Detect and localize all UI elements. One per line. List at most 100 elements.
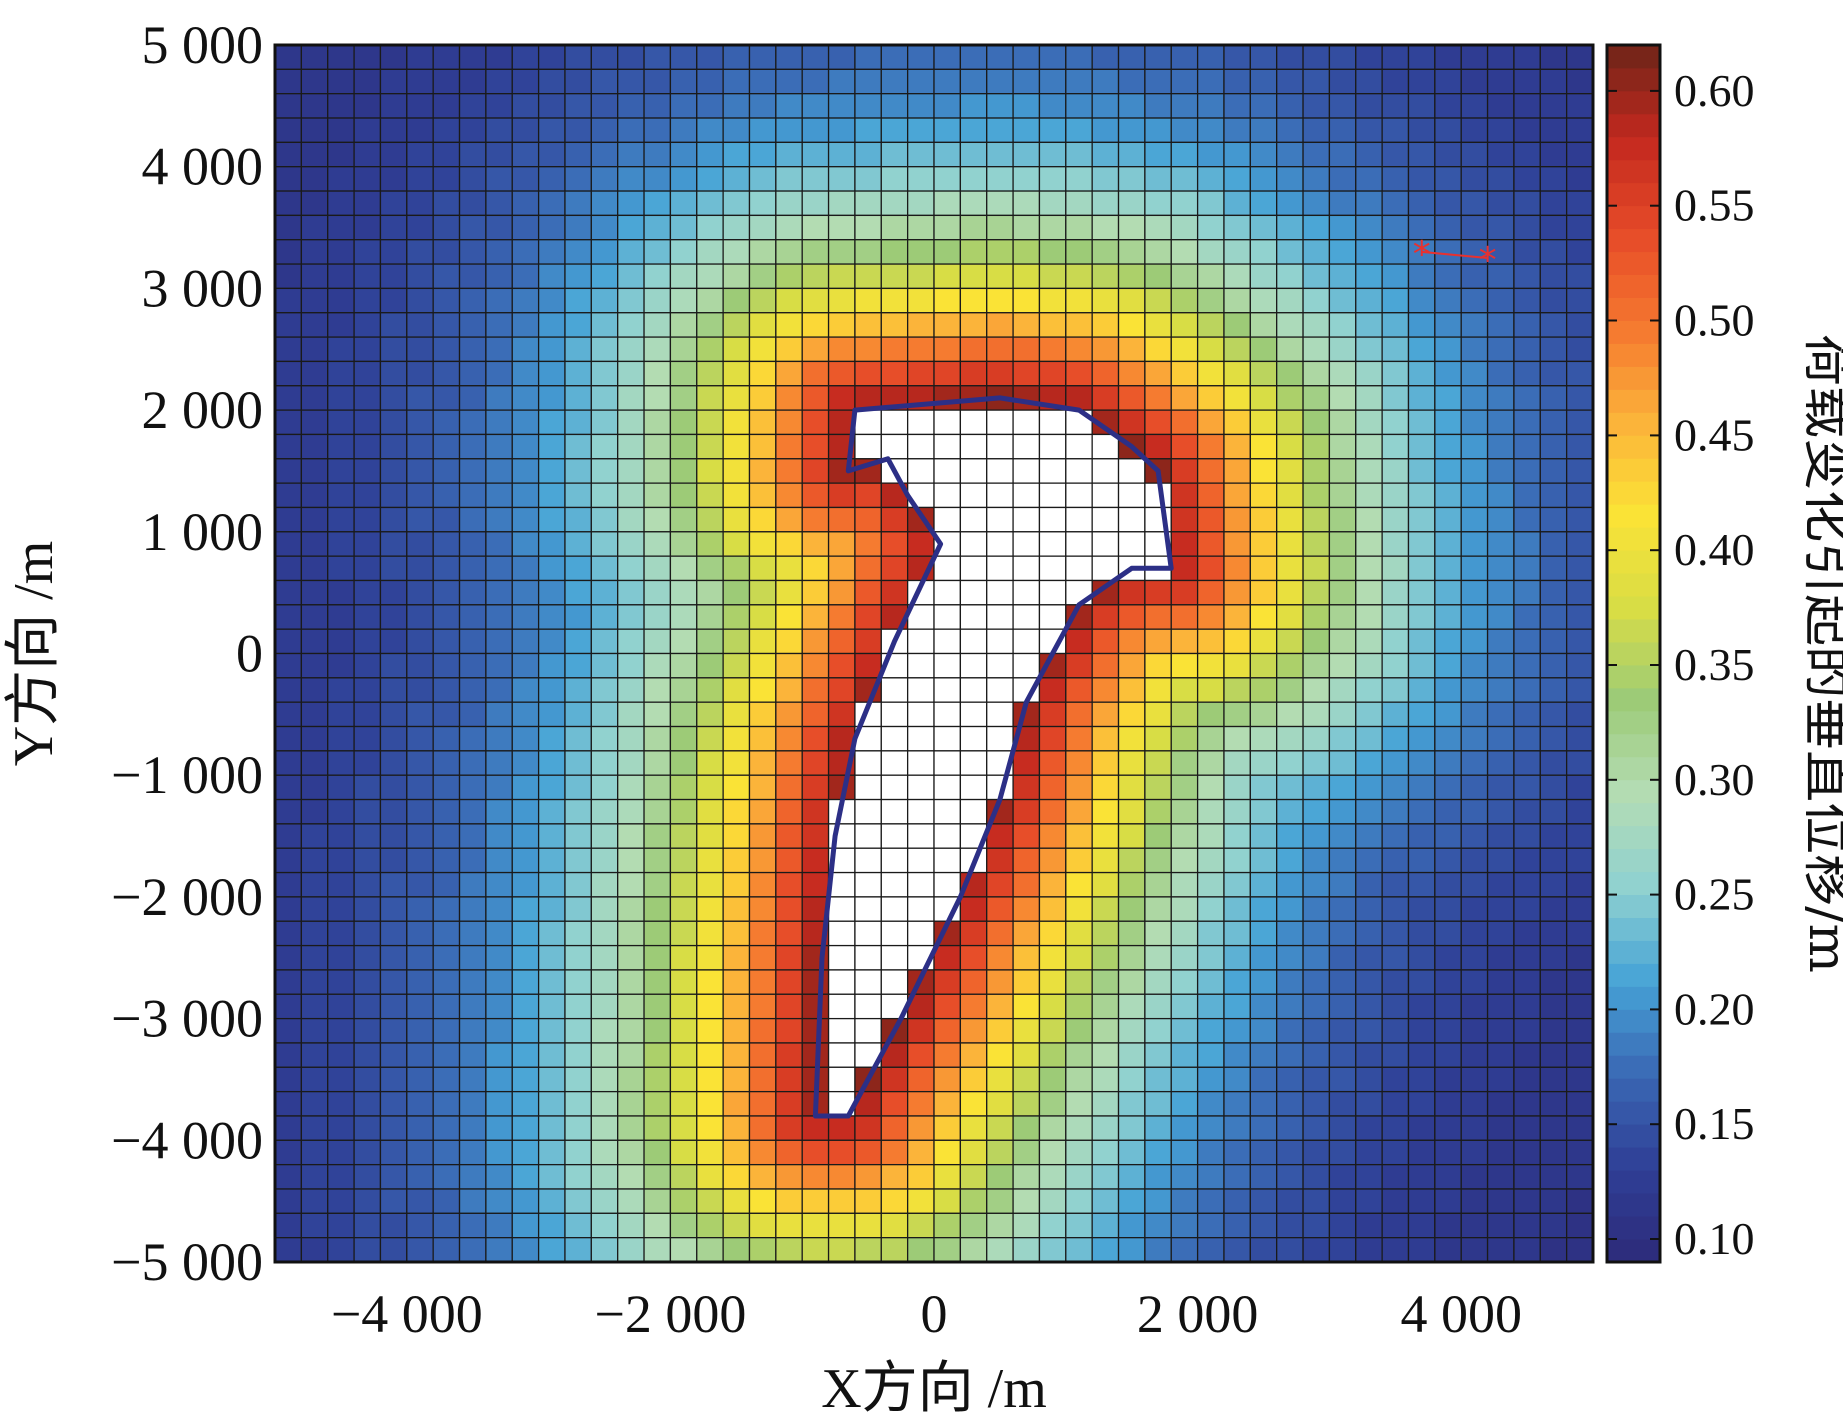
heatmap-cell (669, 1042, 698, 1068)
heatmap-cell (1539, 579, 1568, 606)
heatmap-cell (1065, 701, 1093, 728)
heatmap-cell (1407, 969, 1436, 995)
heatmap-cell (1091, 677, 1120, 703)
heatmap-cell (1328, 1237, 1357, 1263)
heatmap-cell (1513, 506, 1541, 533)
heatmap-cell (274, 944, 303, 971)
heatmap-cell (1144, 1042, 1172, 1068)
heatmap-cell (1486, 701, 1515, 728)
heatmap-cell (617, 604, 645, 630)
heatmap-cell (986, 93, 1014, 119)
heatmap-cell (1407, 1139, 1436, 1166)
heatmap-cell (880, 725, 909, 752)
heatmap-cell (801, 239, 830, 265)
heatmap-cell (1328, 1139, 1357, 1166)
heatmap-cell (379, 1042, 408, 1068)
heatmap-cell (669, 1017, 698, 1044)
heatmap-cell (379, 409, 408, 436)
colorbar-tick-label: 0.15 (1674, 1098, 1755, 1149)
heatmap-cell (1565, 993, 1594, 1020)
heatmap-cell (353, 993, 382, 1020)
heatmap-cell (353, 725, 382, 752)
heatmap-cell (537, 1017, 566, 1044)
heatmap-cell (959, 409, 988, 436)
heatmap-cell (1434, 896, 1462, 922)
heatmap-cell (353, 1188, 382, 1215)
heatmap-cell (564, 798, 593, 825)
heatmap-cell (775, 482, 803, 509)
heatmap-cell (1302, 239, 1331, 265)
heatmap-cell (1249, 409, 1278, 436)
heatmap-cell (274, 312, 303, 338)
heatmap-cell (300, 44, 329, 71)
heatmap-cell (1539, 44, 1568, 71)
heatmap-cell (1117, 725, 1146, 752)
heatmap-cell (1038, 1066, 1067, 1093)
heatmap-cell (300, 312, 329, 338)
heatmap-cell (511, 433, 540, 460)
heatmap-cell (748, 677, 777, 703)
heatmap-cell (880, 531, 909, 557)
heatmap-cell (274, 969, 303, 995)
heatmap-cell (485, 117, 513, 144)
heatmap-cell (1012, 871, 1041, 898)
heatmap-cell (1276, 774, 1304, 801)
heatmap-cell (1091, 312, 1120, 338)
heatmap-cell (1038, 68, 1067, 95)
heatmap-cell (722, 555, 751, 582)
heatmap-cell (1091, 239, 1120, 265)
heatmap-cell (617, 433, 645, 460)
heatmap-cell (300, 360, 329, 387)
heatmap-cell (959, 555, 988, 582)
heatmap-cell (643, 239, 672, 265)
heatmap-cell (1091, 141, 1120, 168)
heatmap-cell (1065, 287, 1093, 314)
colorbar-level (1607, 871, 1660, 895)
colorbar-level (1607, 596, 1660, 620)
heatmap-cell (327, 871, 355, 898)
heatmap-cell (485, 701, 513, 728)
heatmap-cell (775, 1188, 803, 1215)
heatmap-cell (1223, 677, 1252, 703)
heatmap-cell (696, 1139, 724, 1166)
heatmap-cell (1276, 141, 1304, 168)
heatmap-cell (458, 44, 487, 71)
heatmap-cell (1065, 360, 1093, 387)
heatmap-cell (300, 604, 329, 630)
heatmap-cell (432, 287, 461, 314)
heatmap-cell (353, 239, 382, 265)
heatmap-cell (880, 701, 909, 728)
heatmap-cell (1328, 993, 1357, 1020)
heatmap-cell (1328, 312, 1357, 338)
heatmap-cell (1276, 166, 1304, 192)
colorbar-level (1607, 986, 1660, 1010)
heatmap-cell (1460, 1139, 1489, 1166)
colorbar-level (1607, 664, 1660, 689)
heatmap-cell (1144, 141, 1172, 168)
heatmap-cell (1328, 969, 1357, 995)
heatmap-cell (1460, 117, 1489, 144)
colorbar-tick-label: 0.35 (1674, 639, 1755, 690)
colorbar-tick-label: 0.60 (1674, 65, 1755, 116)
heatmap-cell (906, 774, 935, 801)
heatmap-cell (537, 628, 566, 655)
heatmap-cell (1144, 263, 1172, 290)
heatmap-cell (1091, 871, 1120, 898)
heatmap-cell (1381, 1212, 1410, 1239)
heatmap-cell (1117, 1115, 1146, 1141)
heatmap-cell (827, 628, 856, 655)
heatmap-cell (1407, 944, 1436, 971)
heatmap-cell (511, 993, 540, 1020)
heatmap-cell (906, 68, 935, 95)
heatmap-cell (1328, 1163, 1357, 1190)
heatmap-cell (511, 555, 540, 582)
heatmap-cell (327, 44, 355, 71)
heatmap-cell (1170, 141, 1199, 168)
heatmap-cell (748, 1017, 777, 1044)
heatmap-cell (933, 1090, 962, 1117)
heatmap-cell (1328, 1212, 1357, 1239)
heatmap-cell (1407, 555, 1436, 582)
heatmap-cell (669, 1237, 698, 1263)
heatmap-cell (827, 166, 856, 192)
heatmap-cell (1355, 239, 1383, 265)
